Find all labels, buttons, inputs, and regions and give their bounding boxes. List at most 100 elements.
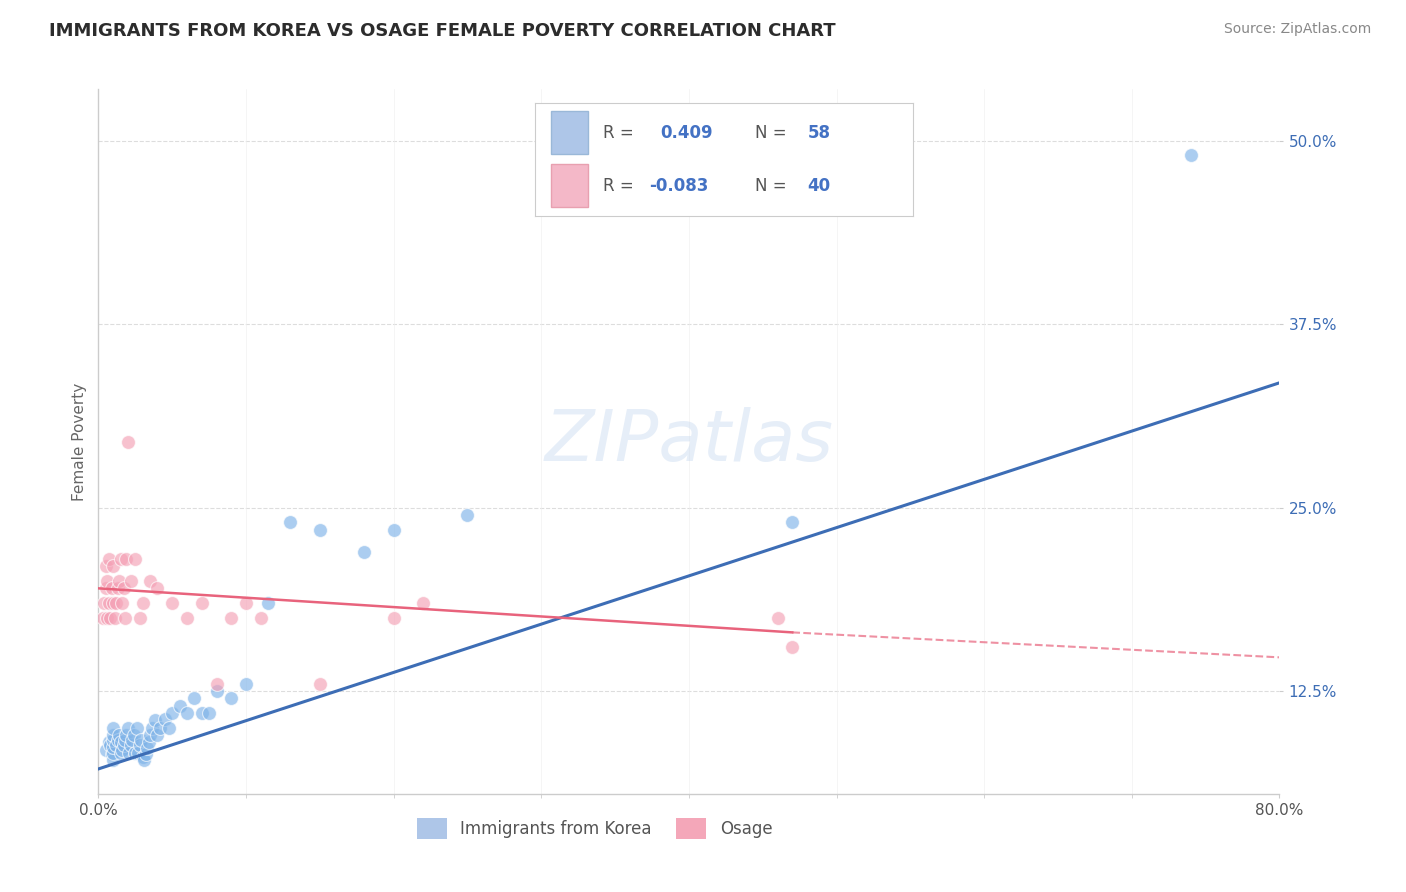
Point — [138, 735, 160, 749]
Point — [235, 677, 257, 691]
Point — [114, 611, 136, 625]
Point — [146, 728, 169, 742]
Point — [412, 596, 434, 610]
Point — [100, 747, 122, 762]
Point — [183, 691, 205, 706]
Legend: Immigrants from Korea, Osage: Immigrants from Korea, Osage — [411, 812, 779, 846]
Point — [105, 596, 128, 610]
Point — [176, 611, 198, 625]
Point — [146, 582, 169, 596]
Point — [121, 732, 143, 747]
Point — [105, 739, 128, 753]
Point — [115, 728, 138, 742]
Point — [139, 728, 162, 742]
Point — [103, 739, 125, 754]
Point — [98, 739, 121, 753]
Point — [169, 698, 191, 713]
Point — [309, 523, 332, 537]
Point — [103, 721, 125, 735]
Point — [111, 596, 134, 610]
Text: IMMIGRANTS FROM KOREA VS OSAGE FEMALE POVERTY CORRELATION CHART: IMMIGRANTS FROM KOREA VS OSAGE FEMALE PO… — [49, 22, 835, 40]
Point — [125, 721, 148, 735]
Point — [103, 753, 125, 767]
Point — [309, 677, 332, 691]
Point — [93, 596, 115, 610]
Point — [143, 714, 166, 728]
Point — [191, 596, 214, 610]
Point — [111, 743, 134, 757]
Point — [382, 611, 405, 625]
Point — [766, 611, 789, 625]
Point — [221, 691, 243, 706]
Point — [94, 743, 117, 757]
Point — [112, 582, 135, 596]
Y-axis label: Female Poverty: Female Poverty — [72, 383, 87, 500]
Point — [176, 706, 198, 720]
Point — [141, 721, 163, 735]
Point — [353, 544, 375, 558]
Point — [115, 552, 138, 566]
Point — [122, 728, 145, 742]
Point — [132, 596, 155, 610]
Point — [191, 706, 214, 720]
Point — [135, 747, 157, 762]
Point — [153, 712, 176, 726]
Point — [118, 746, 141, 760]
Point — [103, 596, 125, 610]
Point — [124, 746, 146, 760]
Point — [149, 721, 172, 735]
Point — [103, 732, 125, 747]
Point — [94, 582, 117, 596]
Point — [112, 739, 135, 753]
Text: ZIPatlas: ZIPatlas — [544, 407, 834, 476]
Point — [91, 611, 114, 625]
Point — [108, 574, 131, 588]
Point — [97, 596, 120, 610]
Point — [107, 732, 129, 747]
Text: Source: ZipAtlas.com: Source: ZipAtlas.com — [1223, 22, 1371, 37]
Point — [205, 684, 228, 698]
Point — [382, 523, 405, 537]
Point — [128, 611, 150, 625]
Point — [108, 728, 131, 742]
Point — [117, 721, 139, 735]
Point — [120, 739, 142, 753]
Point — [114, 732, 136, 747]
Point — [129, 732, 152, 747]
Point — [128, 739, 150, 753]
Point — [100, 582, 122, 596]
Point — [110, 746, 132, 760]
Point — [205, 677, 228, 691]
Point — [124, 552, 146, 566]
Point — [97, 735, 120, 749]
Point — [1180, 148, 1202, 162]
Point — [134, 753, 156, 767]
Point — [139, 574, 162, 588]
Point — [117, 434, 139, 449]
Point — [103, 746, 125, 760]
Point — [110, 552, 132, 566]
Point — [103, 728, 125, 742]
Point — [257, 596, 280, 610]
Point — [782, 640, 804, 654]
Point — [221, 611, 243, 625]
Point — [96, 574, 118, 588]
Point — [107, 582, 129, 596]
Point — [104, 611, 127, 625]
Point — [198, 706, 221, 720]
Point — [782, 516, 804, 530]
Point — [97, 552, 120, 566]
Point — [103, 559, 125, 574]
Point — [136, 741, 159, 756]
Point — [98, 611, 121, 625]
Point — [96, 611, 118, 625]
Point — [94, 559, 117, 574]
Point — [162, 706, 183, 720]
Point — [157, 721, 180, 735]
Point — [235, 596, 257, 610]
Point — [120, 574, 142, 588]
Point — [132, 750, 155, 764]
Point — [457, 508, 479, 522]
Point — [110, 735, 132, 749]
Point — [280, 516, 302, 530]
